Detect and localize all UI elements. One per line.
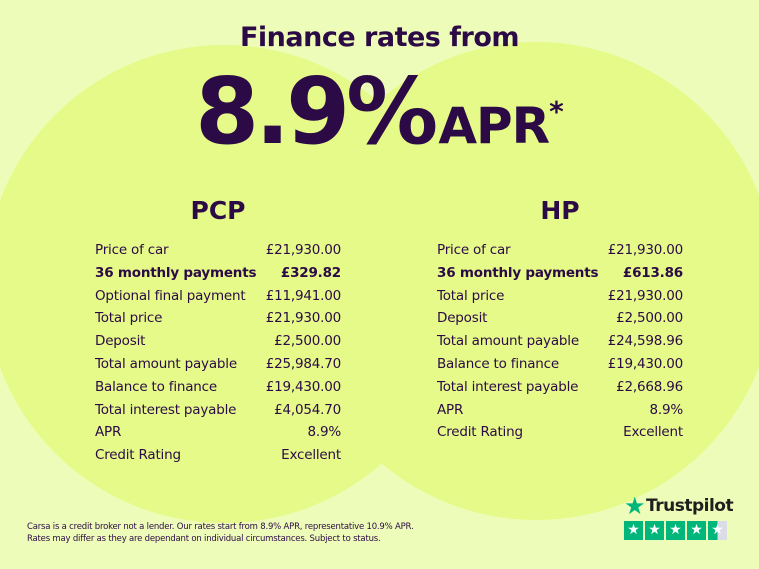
row-label: Price of car [437, 242, 511, 258]
star-icon: ★ [708, 521, 727, 540]
row-label: Deposit [95, 333, 146, 350]
table-row: Credit Rating Excellent [95, 444, 341, 467]
row-label: Total amount payable [437, 333, 579, 350]
table-row: Credit Rating Excellent [437, 421, 683, 444]
row-label: Credit Rating [437, 424, 523, 441]
row-label: Balance to finance [437, 355, 559, 372]
row-label: APR [95, 424, 122, 441]
row-label: Price of car [95, 242, 169, 258]
disclaimer: Carsa is a credit broker not a lender. O… [27, 521, 414, 545]
row-value: £19,430.00 [265, 378, 341, 395]
disclaimer-line: Rates may differ as they are dependant o… [27, 534, 381, 544]
table-row: APR 8.9% [95, 421, 341, 444]
row-label: 36 monthly payments [437, 264, 599, 281]
table-row: Optional final payment £11,941.00 [95, 285, 341, 308]
table-row: Total price £21,930.00 [95, 307, 341, 330]
table-row: Total amount payable £25,984.70 [95, 353, 341, 376]
star-icon: ★ [666, 521, 685, 540]
row-label: Total price [437, 287, 505, 304]
disclaimer-line: Carsa is a credit broker not a lender. O… [27, 522, 414, 532]
apr-label: APR [438, 97, 550, 155]
row-value: £613.86 [622, 264, 683, 281]
table-row: 36 monthly payments £329.82 [95, 262, 341, 285]
pcp-title: PCP [190, 196, 246, 225]
trustpilot-rating: ★ ★ ★ ★ ★ [624, 521, 730, 540]
table-row: Price of car £21,930.00 [437, 239, 683, 262]
row-value: £19,430.00 [607, 355, 683, 372]
star-icon: ★ [687, 521, 706, 540]
star-icon: ★ [624, 492, 646, 520]
table-row: APR 8.9% [437, 399, 683, 422]
row-value: £24,598.96 [607, 333, 683, 350]
asterisk: * [549, 95, 564, 128]
row-value: £2,668.96 [616, 378, 683, 395]
row-value: £2,500.00 [616, 310, 683, 327]
table-row: Deposit £2,500.00 [95, 330, 341, 353]
headline-rate: 8.9%APR* [0, 62, 759, 162]
row-value: £21,930.00 [265, 310, 341, 327]
table-row: Price of car £21,930.00 [95, 239, 341, 262]
decorative-circle-right [297, 42, 759, 520]
table-row: Total interest payable £2,668.96 [437, 376, 683, 399]
table-row: Total price £21,930.00 [437, 285, 683, 308]
row-label: Total price [95, 310, 163, 327]
row-label: APR [437, 401, 464, 418]
trustpilot-name: Trustpilot [646, 496, 734, 516]
star-icon: ★ [645, 521, 664, 540]
row-value: £21,930.00 [607, 287, 683, 304]
row-label: Total interest payable [95, 401, 237, 418]
row-value: £2,500.00 [274, 333, 341, 350]
hp-table: HP Price of car £21,930.00 36 monthly paym… [437, 196, 683, 444]
row-label: Deposit [437, 310, 488, 327]
rate-value: 8.9% [195, 58, 438, 165]
table-row: Balance to finance £19,430.00 [95, 376, 341, 399]
row-label: Balance to finance [95, 378, 217, 395]
pcp-table: PCP Price of car £21,930.00 36 monthly pay… [95, 196, 341, 467]
star-icon: ★ [624, 521, 643, 540]
row-value: £11,941.00 [265, 287, 341, 304]
row-label: Total amount payable [95, 355, 237, 372]
table-row: Deposit £2,500.00 [437, 307, 683, 330]
row-value: £21,930.00 [265, 242, 341, 258]
row-value: £25,984.70 [265, 355, 341, 372]
row-value: 8.9% [649, 401, 684, 418]
row-value: £329.82 [280, 264, 341, 281]
row-label: Credit Rating [95, 447, 181, 464]
table-row: 36 monthly payments £613.86 [437, 262, 683, 285]
headline: Finance rates from [239, 22, 520, 53]
row-value: 8.9% [307, 424, 342, 441]
row-value: £4,054.70 [274, 401, 341, 418]
row-value: Excellent [281, 447, 341, 464]
table-row: Total interest payable £4,054.70 [95, 399, 341, 422]
row-label: 36 monthly payments [95, 264, 257, 281]
hp-title: HP [540, 196, 580, 225]
row-label: Total interest payable [437, 378, 579, 395]
row-value: Excellent [623, 424, 683, 441]
table-row: Total amount payable £24,598.96 [437, 330, 683, 353]
row-value: £21,930.00 [607, 242, 683, 258]
trustpilot-badge[interactable]: ★ Trustpilot ★ ★ ★ ★ ★ [624, 492, 734, 540]
row-label: Optional final payment [95, 287, 246, 304]
table-row: Balance to finance £19,430.00 [437, 353, 683, 376]
